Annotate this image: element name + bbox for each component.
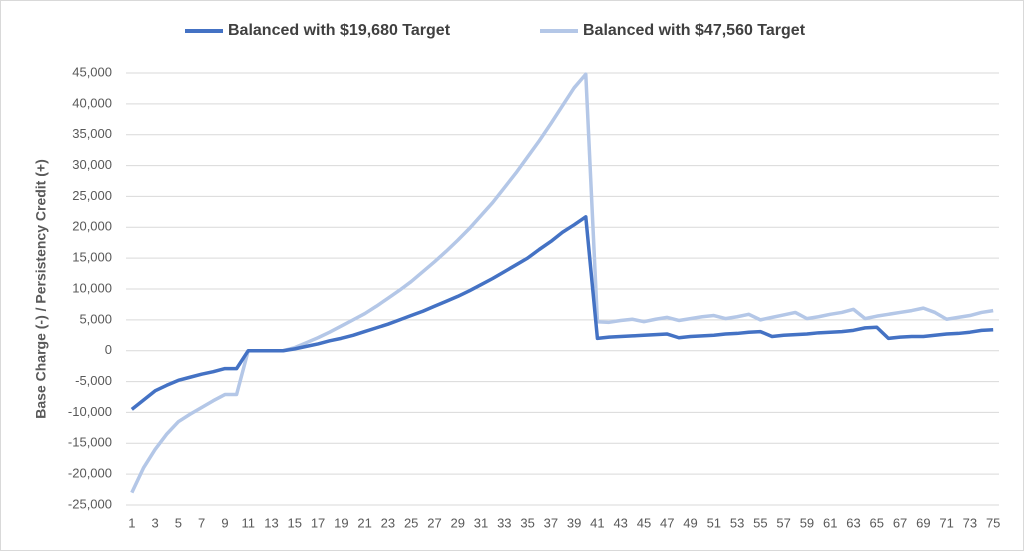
x-tick-label: 21 <box>357 515 371 530</box>
x-tick-label: 55 <box>753 515 767 530</box>
x-tick-label: 61 <box>823 515 837 530</box>
y-tick-label: 20,000 <box>72 219 112 234</box>
x-tick-label: 19 <box>334 515 348 530</box>
y-tick-label: 15,000 <box>72 250 112 265</box>
y-tick-label: -20,000 <box>68 466 112 481</box>
x-tick-label: 5 <box>175 515 182 530</box>
x-tick-label: 13 <box>264 515 278 530</box>
y-tick-label: 0 <box>105 342 112 357</box>
x-tick-label: 53 <box>730 515 744 530</box>
y-tick-label: -10,000 <box>68 404 112 419</box>
y-tick-label: -5,000 <box>75 373 112 388</box>
x-tick-label: 17 <box>311 515 325 530</box>
y-tick-label: 5,000 <box>79 311 112 326</box>
x-tick-label: 67 <box>893 515 907 530</box>
x-tick-label: 63 <box>846 515 860 530</box>
y-tick-label: -25,000 <box>68 496 112 511</box>
y-tick-label: 40,000 <box>72 95 112 110</box>
legend-label: Balanced with $19,680 Target <box>228 22 451 39</box>
x-tick-label: 51 <box>707 515 721 530</box>
x-tick-label: 29 <box>451 515 465 530</box>
x-tick-label: 27 <box>427 515 441 530</box>
x-tick-label: 3 <box>151 515 158 530</box>
y-tick-label: 25,000 <box>72 188 112 203</box>
y-axis-title: Base Charge (-) / Persistency Credit (+) <box>33 159 49 418</box>
x-tick-label: 57 <box>776 515 790 530</box>
x-tick-label: 37 <box>544 515 558 530</box>
x-tick-label: 65 <box>870 515 884 530</box>
y-tick-label: 10,000 <box>72 280 112 295</box>
x-tick-label: 11 <box>241 515 255 530</box>
x-tick-label: 33 <box>497 515 511 530</box>
y-tick-label: -15,000 <box>68 435 112 450</box>
y-tick-label: 30,000 <box>72 157 112 172</box>
x-tick-label: 75 <box>986 515 1000 530</box>
x-tick-label: 35 <box>520 515 534 530</box>
legend-label: Balanced with $47,560 Target <box>583 22 806 39</box>
x-tick-label: 15 <box>288 515 302 530</box>
x-tick-label: 69 <box>916 515 930 530</box>
x-tick-label: 1 <box>128 515 135 530</box>
x-tick-label: 45 <box>637 515 651 530</box>
x-tick-label: 39 <box>567 515 581 530</box>
x-tick-label: 7 <box>198 515 205 530</box>
x-tick-label: 43 <box>613 515 627 530</box>
series-line <box>130 215 994 411</box>
x-tick-label: 41 <box>590 515 604 530</box>
x-tick-label: 73 <box>963 515 977 530</box>
x-tick-label: 71 <box>939 515 953 530</box>
y-tick-label: 35,000 <box>72 126 112 141</box>
x-tick-label: 9 <box>221 515 228 530</box>
x-tick-label: 31 <box>474 515 488 530</box>
x-tick-label: 49 <box>683 515 697 530</box>
x-tick-label: 47 <box>660 515 674 530</box>
x-tick-label: 25 <box>404 515 418 530</box>
x-tick-label: 23 <box>381 515 395 530</box>
x-tick-label: 59 <box>800 515 814 530</box>
y-tick-label: 45,000 <box>72 64 112 79</box>
